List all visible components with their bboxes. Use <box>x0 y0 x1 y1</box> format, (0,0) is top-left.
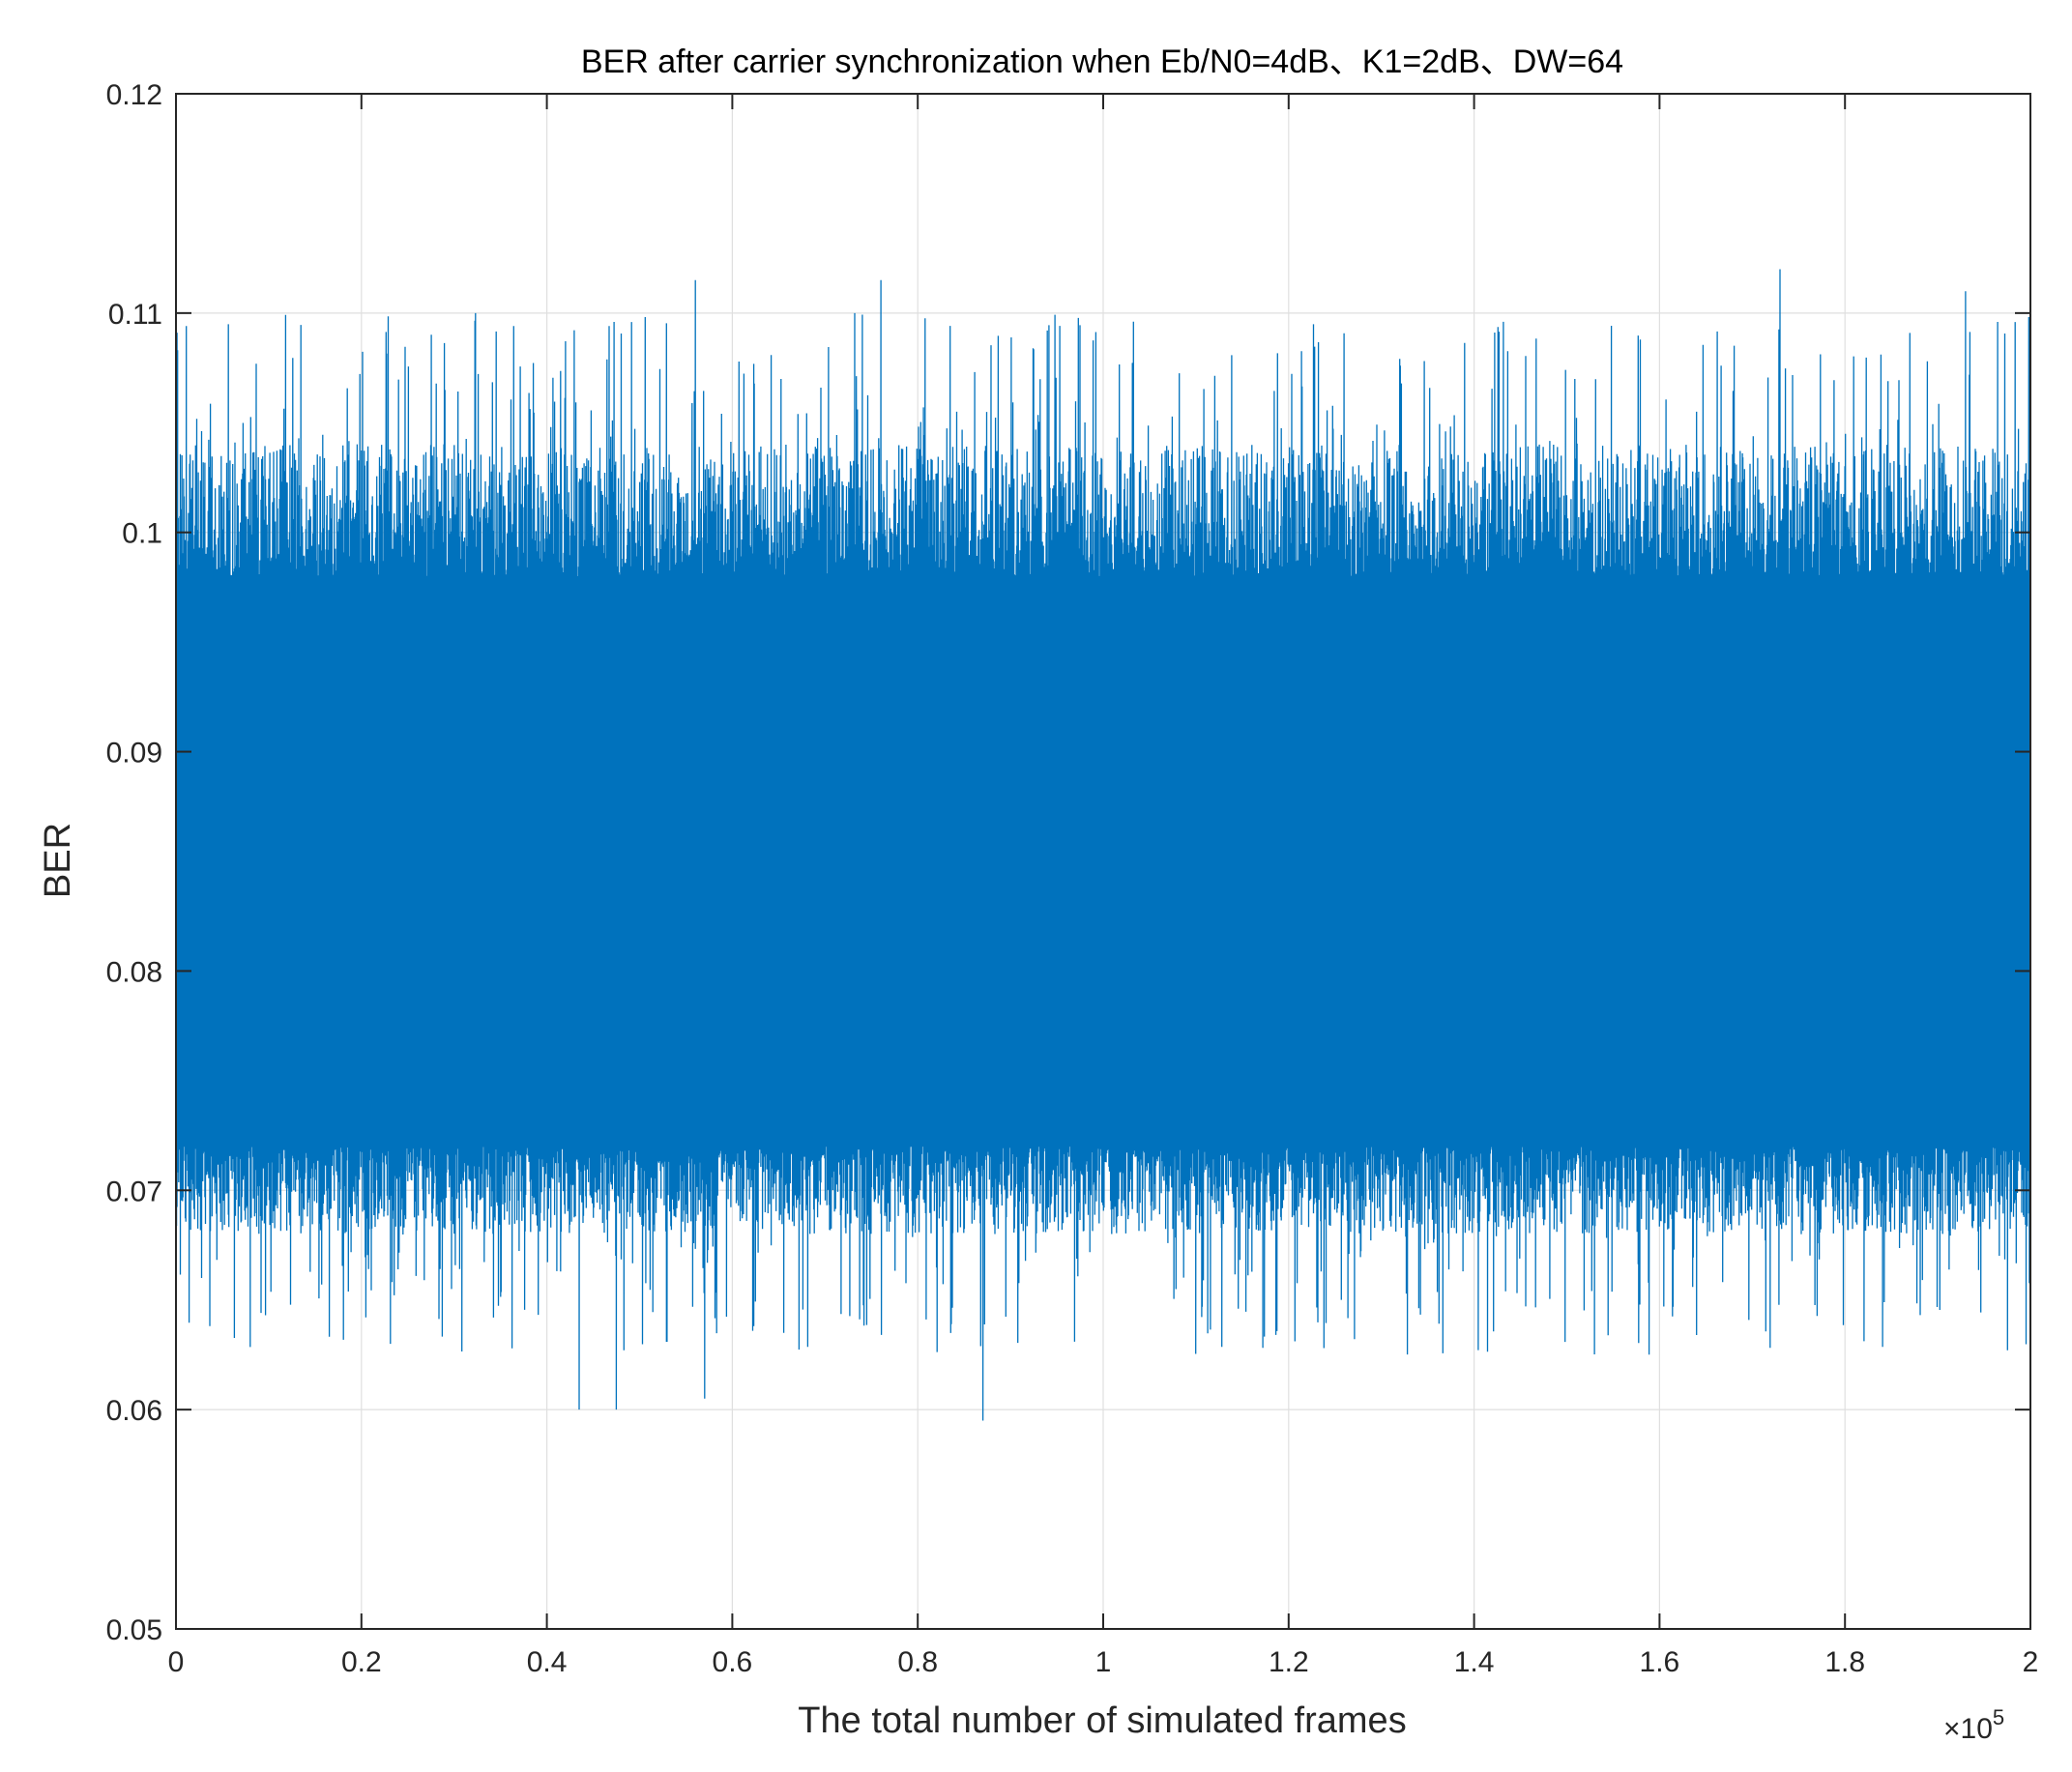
x-tick-label: 1.8 <box>1824 1646 1865 1678</box>
series-dense-core <box>176 576 2031 1147</box>
axis-ticks <box>175 93 2031 1630</box>
x-tick-label: 0.6 <box>713 1646 753 1678</box>
y-tick-label: 0.06 <box>106 1395 162 1427</box>
x-tick-label: 0.4 <box>527 1646 568 1678</box>
y-tick-label: 0.09 <box>106 738 162 770</box>
x-tick-label: 1.6 <box>1640 1646 1680 1678</box>
y-tick-labels: 0.05 0.06 0.07 0.08 0.09 0.1 0.11 0.12 <box>106 79 162 1646</box>
x-tick-label: 0.8 <box>897 1646 938 1678</box>
y-tick-label: 0.07 <box>106 1176 162 1207</box>
y-tick-label: 0.11 <box>108 299 162 331</box>
x-axis-label: The total number of simulated frames <box>798 1700 1406 1741</box>
x-axis-exponent: ×105 <box>1943 1705 2004 1745</box>
x-tick-label: 2 <box>2023 1646 2039 1678</box>
y-tick-label: 0.12 <box>106 79 162 111</box>
x-exponent-base: ×10 <box>1943 1713 1993 1745</box>
plot-area: 0 0.2 0.4 0.6 0.8 1 1.2 1.4 1.6 1.8 2 0.05 0.06 0.07… <box>106 79 2039 1678</box>
ber-series <box>175 269 2031 1421</box>
x-exponent-power: 5 <box>1993 1705 2004 1729</box>
x-tick-label: 1 <box>1095 1646 1112 1678</box>
x-tick-label: 1.2 <box>1269 1646 1309 1678</box>
y-axis-label: BER <box>38 823 78 898</box>
chart-title: BER after carrier synchronization when E… <box>581 44 1623 80</box>
x-tick-label: 0.2 <box>341 1646 382 1678</box>
x-tick-label: 0 <box>168 1646 185 1678</box>
y-tick-label: 0.05 <box>106 1614 162 1646</box>
y-tick-label: 0.1 <box>122 518 162 550</box>
y-tick-label: 0.08 <box>106 956 162 988</box>
x-tick-labels: 0 0.2 0.4 0.6 0.8 1 1.2 1.4 1.6 1.8 2 <box>168 1646 2039 1678</box>
x-tick-label: 1.4 <box>1454 1646 1495 1678</box>
